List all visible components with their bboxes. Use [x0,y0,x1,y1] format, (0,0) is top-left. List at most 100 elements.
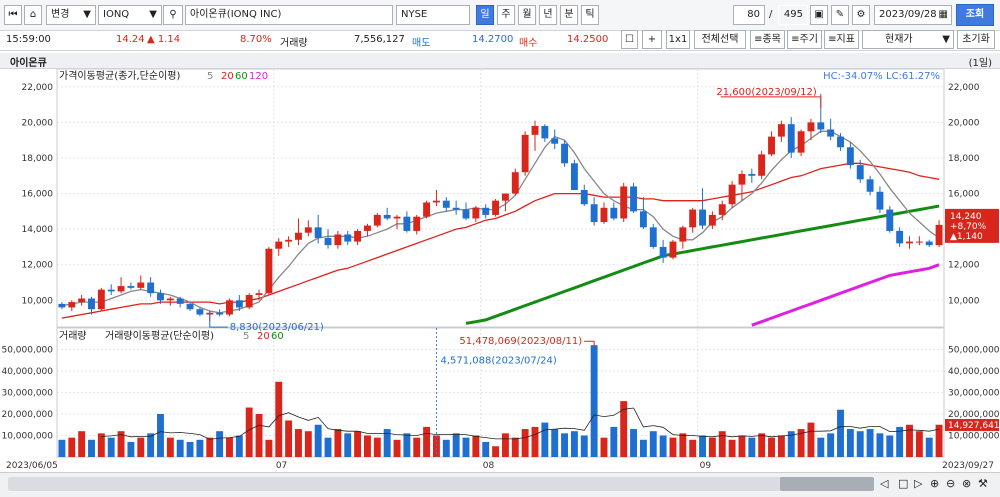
volume-bar [866,429,874,457]
candle [561,143,569,164]
candle [304,227,312,233]
date-input[interactable]: 2023/09/28 ▦ [874,5,952,25]
volume-bar [295,429,302,457]
stock-chart[interactable]: 22,000 22,000 20,000 20,000 18,000 18,000 16,0… [0,69,1000,472]
mode-select[interactable]: 변경 ▼ [46,5,96,25]
y-tick-label: 16,000 [22,190,54,200]
tab-minute[interactable]: 분 [560,5,578,25]
wrench-icon[interactable]: ⚒ [978,477,988,490]
candle [255,293,263,295]
price-type-label: 현재가 [885,34,913,45]
volume-bar [896,426,904,457]
candle [610,207,618,219]
tab-day[interactable]: 일 [476,5,494,25]
volume-bar [78,431,86,457]
candle [88,298,95,310]
time-label: 15:59:00 [6,34,51,45]
x-tick-label: 08 [483,461,495,471]
volume-value: 7,556,127 [354,34,405,45]
volume-bar [915,431,923,457]
zoom-fit-icon[interactable]: ⊗ [962,477,972,490]
reset-button[interactable]: 초기화 [957,30,995,49]
tab-month[interactable]: 월 [518,5,536,25]
volume-bar [728,439,736,457]
change-value: ▲ 1.14 [147,34,181,45]
candle [364,225,371,231]
stop-icon[interactable]: □ [898,477,909,490]
candle [590,204,598,223]
plus-button[interactable]: + [642,30,662,49]
zoom-in-icon[interactable]: ⊕ [930,477,940,490]
volume-bar [856,431,864,457]
settings-icon[interactable]: ⚙ [852,5,870,25]
y-tick-label-right: 10,000 [948,296,980,306]
tab-week[interactable]: 주 [497,5,515,25]
volume-bar [107,437,115,457]
candle [216,312,224,315]
candle [649,227,657,247]
scroll-track[interactable] [8,477,874,491]
candle [295,232,302,240]
candle [787,124,795,153]
zoom-out-icon[interactable]: ⊖ [946,477,956,490]
tab-tick[interactable]: 틱 [581,5,599,25]
scroll-left-icon[interactable]: ◁ [880,477,889,490]
volume-bar [403,433,411,457]
checkbox-icon[interactable]: ☐ [621,30,638,49]
scroll-bar[interactable]: ◁ □ ▷ ⊕ ⊖ ⊗ ⚒ [0,472,1000,497]
save-icon[interactable]: ▣ [810,5,828,25]
scroll-right-icon[interactable]: ▷ [914,477,923,490]
volume-bar [797,429,805,457]
candle [393,216,401,219]
pen-icon[interactable]: ✎ [831,5,849,25]
candle [748,173,756,176]
ratio-button[interactable]: 1x1 [666,30,690,49]
stock-name-field[interactable]: 아이온큐(IONQ INC) [185,5,393,25]
candle [580,189,588,205]
candle [827,129,835,137]
candle [452,207,460,210]
price-type-select[interactable]: 현재가 ▼ [862,30,954,49]
volume-bar [354,431,362,457]
select-all-button[interactable]: 전체선택 [694,30,746,49]
scroll-thumb[interactable] [780,477,874,491]
indicator-menu-button[interactable]: ≡지표 [824,30,859,49]
first-page-icon[interactable]: ⏮ [4,5,22,25]
candle [147,282,155,294]
ma-legend: 120 [249,71,268,82]
volume-ma-line [101,407,940,440]
volume-bar [117,431,125,457]
query-button[interactable]: 조회 [956,4,994,26]
candle [541,125,549,139]
volume-bar [235,435,243,457]
volume-tick-label-right: 40,000,000 [948,367,1000,377]
volume-bar [738,435,746,457]
volume-bar [827,433,835,457]
volume-bar [787,431,795,457]
candle [117,286,125,292]
chart-period: (1일) [968,58,992,69]
candle [906,241,913,244]
volume-bar [649,431,657,457]
stock-menu-button[interactable]: ≡종목 [750,30,785,49]
tab-year[interactable]: 년 [539,5,557,25]
candle [620,186,628,219]
chevron-down-icon: ▼ [942,34,950,45]
cycle-menu-button[interactable]: ≡주기 [787,30,822,49]
candle [127,286,135,288]
volume-bar [472,435,480,457]
candle [235,300,243,308]
ask-label: 매도 [412,38,431,49]
home-icon[interactable]: ⌂ [24,5,42,25]
volume-ma-legend: 60 [271,331,284,342]
volume-tick-label-right: 10,000,000 [948,432,1000,442]
search-icon[interactable]: ⚲ [163,5,183,25]
count-input[interactable]: 80 [733,5,765,25]
calendar-icon: ▦ [938,9,948,20]
volume-bar [886,435,894,457]
code-input[interactable]: IONQ ▼ [98,5,162,25]
candle [314,227,322,239]
volume-bar [925,437,933,457]
volume-bar [344,433,352,457]
candle [807,122,815,132]
